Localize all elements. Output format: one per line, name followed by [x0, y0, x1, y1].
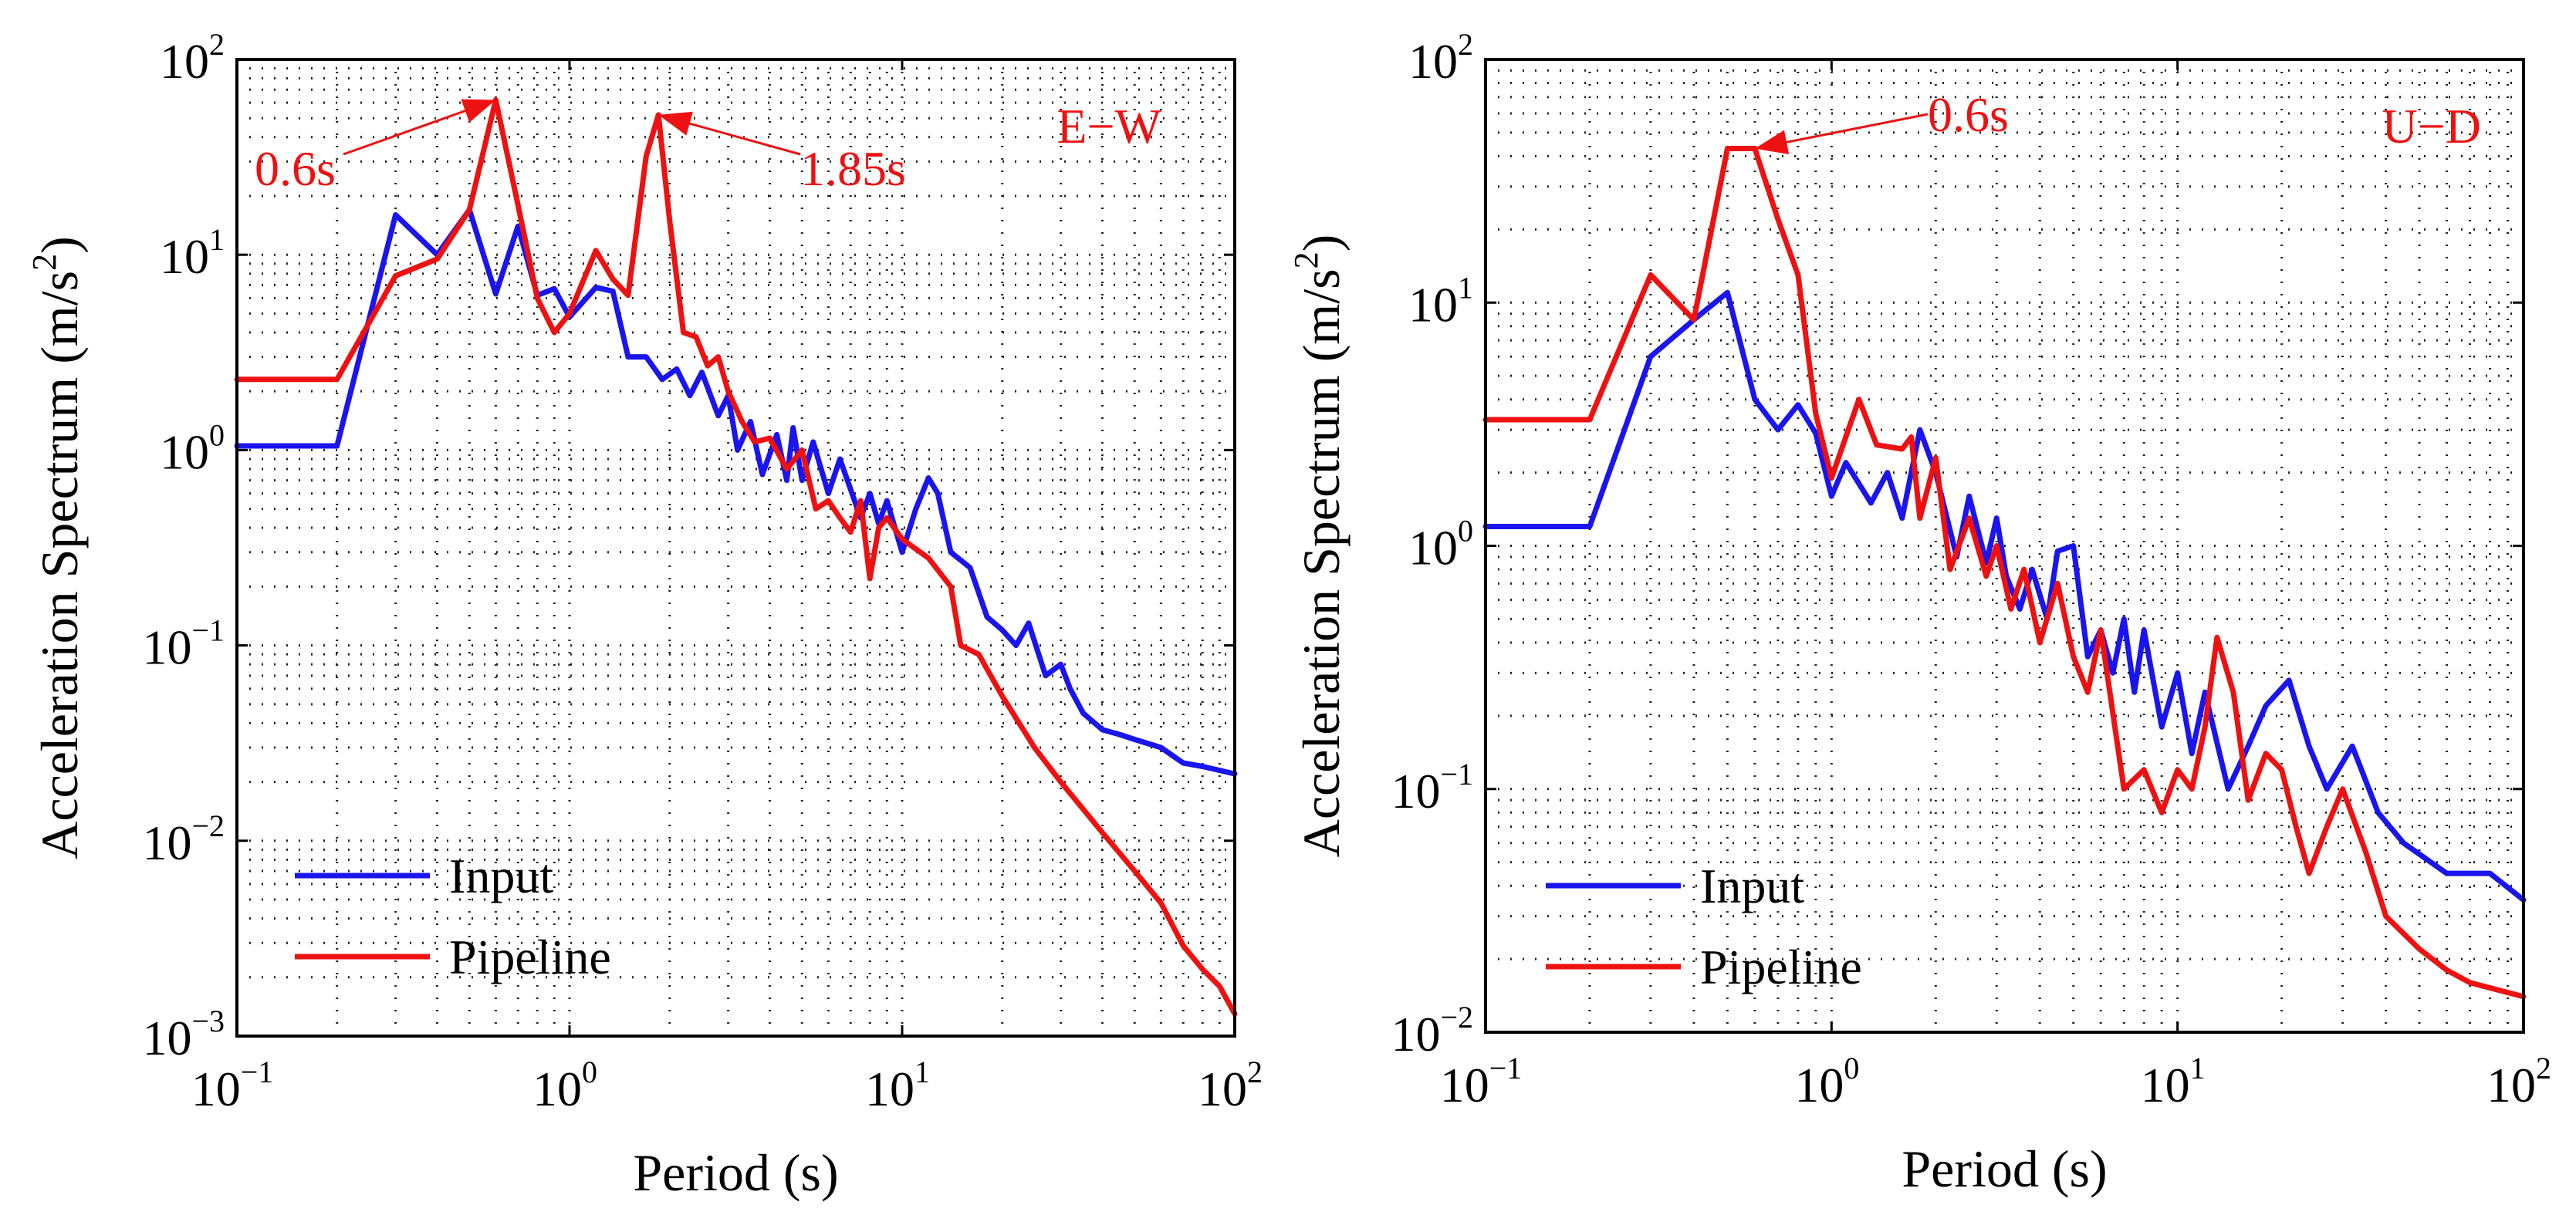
y-tick-base: 10 — [1408, 277, 1458, 332]
y-tick-label: 10−1 — [1391, 757, 1473, 819]
x-tick-exponent: −1 — [241, 1055, 274, 1089]
x-tick-base: 10 — [2141, 1058, 2190, 1112]
y-tick-exponent: 1 — [1458, 270, 1473, 305]
x-axis-label: Period (s) — [1902, 1139, 2107, 1198]
legend-label-pipeline: Pipeline — [1700, 940, 1862, 994]
y-tick-exponent: −1 — [1440, 757, 1473, 792]
x-tick-base: 10 — [1794, 1058, 1844, 1112]
annotation-label: 0.6s — [1928, 87, 2009, 142]
x-tick-exponent: −1 — [1489, 1051, 1523, 1085]
y-tick-exponent: 1 — [209, 222, 225, 257]
annotation-label: 0.6s — [255, 141, 336, 196]
panel-label: U−D — [2382, 99, 2481, 154]
y-tick-exponent: 2 — [1458, 27, 1473, 62]
y-tick-base: 10 — [1391, 1007, 1440, 1062]
chart-panel-ew: 10−1 100 101 10210−310−210−1100101102Period… — [25, 27, 1263, 1202]
y-tick-base: 10 — [160, 424, 209, 479]
x-tick-exponent: 1 — [2190, 1051, 2206, 1085]
y-tick-label: 10−3 — [142, 1004, 225, 1065]
y-axis-label: Acceleration Spectrum (m/s2) — [1287, 235, 1351, 858]
y-tick-label: 102 — [1408, 27, 1473, 89]
y-tick-base: 10 — [1391, 764, 1440, 819]
y-tick-exponent: −3 — [191, 1004, 225, 1038]
y-tick-base: 10 — [1408, 34, 1458, 89]
y-tick-exponent: −2 — [191, 808, 225, 843]
x-tick-label: 10−1 — [191, 1055, 274, 1116]
y-tick-label: 102 — [160, 27, 225, 89]
x-tick-base: 10 — [191, 1062, 241, 1116]
x-tick-base: 10 — [1198, 1062, 1247, 1116]
x-tick-exponent: 2 — [2536, 1051, 2551, 1085]
legend: Input Pipeline — [1546, 859, 1862, 994]
x-tick-exponent: 1 — [914, 1055, 930, 1089]
y-tick-base: 10 — [160, 34, 209, 89]
y-tick-label: 100 — [160, 417, 225, 479]
x-tick-label: 101 — [2141, 1051, 2206, 1112]
annotation-arrow-head — [658, 111, 693, 136]
x-tick-label: 100 — [532, 1055, 597, 1116]
annotation-arrow-head — [1754, 130, 1790, 155]
legend-label-input: Input — [449, 849, 553, 903]
y-tick-label: 10−2 — [142, 808, 225, 870]
y-tick-label: 10−1 — [142, 613, 225, 675]
grid — [1486, 59, 2524, 1032]
y-axis-label: Acceleration Spectrum (m/s2) — [25, 236, 89, 859]
x-tick-base: 10 — [1440, 1058, 1489, 1112]
x-tick-exponent: 2 — [1247, 1055, 1263, 1089]
y-tick-exponent: 2 — [209, 27, 225, 62]
plot-frame — [235, 58, 1236, 1038]
y-tick-label: 100 — [1408, 514, 1473, 576]
y-axis-label-close: ) — [30, 236, 89, 254]
y-axis-label-close: ) — [1292, 235, 1351, 252]
y-tick-base: 10 — [142, 815, 191, 870]
y-tick-exponent: 0 — [1458, 514, 1473, 549]
y-tick-label: 101 — [1408, 270, 1473, 332]
y-tick-exponent: −1 — [191, 613, 225, 648]
series-line-pipeline — [234, 97, 1238, 1017]
y-tick-base: 10 — [160, 229, 209, 284]
y-axis-label-superscript: 2 — [1287, 251, 1325, 268]
annotation-label: 1.85s — [800, 141, 906, 196]
y-tick-exponent: −2 — [1440, 1000, 1473, 1035]
x-tick-label: 10−1 — [1440, 1051, 1523, 1112]
panel-label: E−W — [1056, 99, 1161, 154]
x-tick-exponent: 0 — [1844, 1051, 1859, 1085]
legend: Input Pipeline — [295, 849, 611, 984]
y-tick-label: 10−2 — [1391, 1000, 1473, 1062]
annotation-arrow-head — [461, 99, 496, 123]
series-line-pipeline — [1482, 146, 2527, 1000]
x-tick-label: 100 — [1794, 1051, 1859, 1112]
y-tick-exponent: 0 — [209, 417, 225, 452]
y-tick-base: 10 — [1408, 521, 1458, 576]
x-tick-base: 10 — [865, 1062, 914, 1116]
x-tick-base: 10 — [2486, 1058, 2536, 1112]
y-tick-base: 10 — [142, 1011, 191, 1065]
series-line-input — [1482, 289, 2527, 903]
x-tick-exponent: 0 — [582, 1055, 597, 1089]
y-axis-label-main: Acceleration Spectrum (m/s — [1292, 268, 1351, 857]
x-tick-base: 10 — [532, 1062, 582, 1116]
x-tick-label: 102 — [2486, 1051, 2551, 1112]
legend-label-pipeline: Pipeline — [449, 930, 611, 984]
y-tick-label: 101 — [160, 222, 225, 284]
legend-label-input: Input — [1700, 859, 1804, 913]
x-axis-label: Period (s) — [633, 1143, 838, 1202]
y-axis-label-superscript: 2 — [25, 254, 63, 271]
y-axis-label-main: Acceleration Spectrum (m/s — [30, 271, 89, 859]
x-tick-label: 102 — [1198, 1055, 1263, 1116]
y-tick-base: 10 — [142, 620, 191, 675]
x-tick-label: 101 — [865, 1055, 930, 1116]
